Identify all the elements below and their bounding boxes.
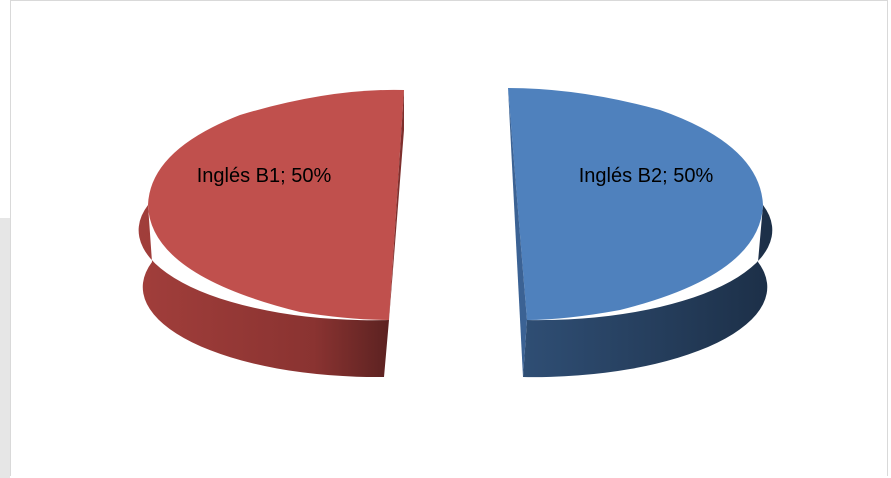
pie-slice-ingles-b2: Inglés B2; 50% xyxy=(508,88,773,378)
pie-label-ingles-b2: Inglés B2; 50% xyxy=(579,165,714,187)
pie-slice-ingles-b1-side xyxy=(138,205,389,378)
pie-slice-ingles-b2-top xyxy=(508,88,763,320)
side-panel-edge xyxy=(0,218,10,478)
pie-slice-ingles-b1-top xyxy=(148,89,404,321)
pie-slice-ingles-b2-side xyxy=(523,205,773,378)
pie-label-ingles-b1: Inglés B1; 50% xyxy=(197,165,332,187)
pie-slice-ingles-b2-edge xyxy=(508,88,527,377)
pie-slice-ingles-b1: Inglés B1; 50% xyxy=(138,89,404,378)
